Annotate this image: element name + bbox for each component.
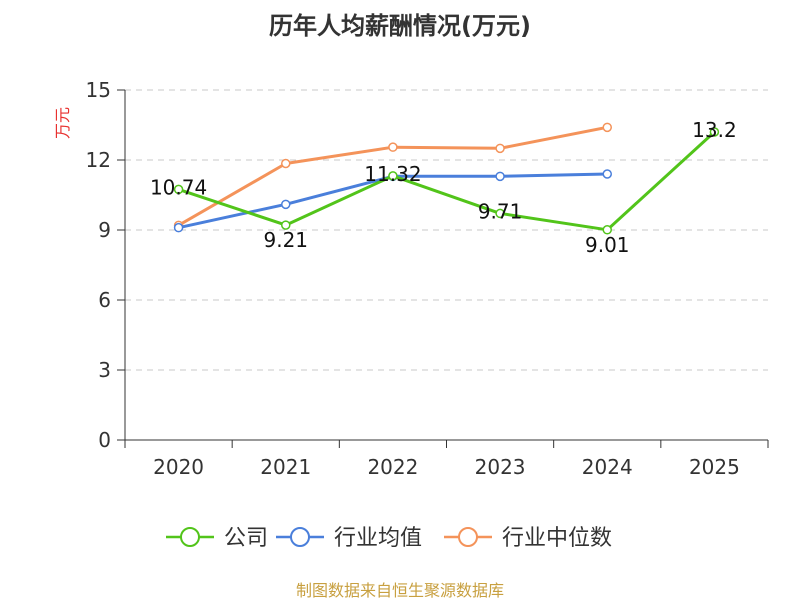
series-point-1: [495, 208, 505, 219]
x-tick-label: 2021: [260, 455, 311, 479]
y-tick-label: 0: [98, 428, 111, 452]
legend-label-2: 行业均值: [334, 526, 422, 551]
y-tick-label: 12: [86, 148, 111, 172]
x-tick-label: 2024: [582, 455, 633, 479]
legend-label-3: 行业中位数: [502, 526, 612, 551]
data-label: 9.01: [585, 233, 630, 257]
series-point-1: [173, 184, 184, 195]
data-label: 9.71: [478, 199, 523, 223]
series-point-2: [281, 199, 291, 210]
series-layer: [173, 122, 720, 235]
axis-layer: 0 3 6 9 12 15 2020 2021 2022 2023 2024 2025: [86, 78, 769, 479]
series-point-1: [602, 225, 612, 235]
data-label: 10.74: [150, 175, 207, 199]
series-point-3: [602, 122, 612, 133]
x-tick-label: 2020: [153, 455, 204, 479]
data-label: 11.32: [364, 162, 421, 186]
source-note: 制图数据来自恒生聚源数据库: [296, 581, 504, 600]
series-point-2: [173, 222, 184, 233]
x-tick-label: 2023: [475, 455, 526, 479]
y-axis-unit: 万元: [53, 107, 72, 139]
y-tick-label: 6: [98, 288, 111, 312]
y-tick-label: 15: [86, 78, 111, 102]
series-point-2: [495, 171, 505, 182]
series-point-1: [388, 171, 398, 181]
series-point-3: [495, 143, 505, 154]
y-tick-label: 9: [98, 218, 111, 242]
series-point-2: [602, 169, 612, 179]
series-point-1: [281, 220, 291, 230]
series-point-3: [281, 158, 291, 169]
legend: 公司 行业均值 行业中位数: [166, 526, 612, 551]
data-label-layer: 10.74 9.21 11.32 9.71 9.01 13.2: [150, 118, 737, 257]
x-tick-label: 2025: [689, 455, 740, 479]
grid-layer: [125, 89, 768, 371]
data-label: 9.21: [263, 228, 308, 252]
data-label: 13.2: [692, 118, 737, 142]
legend-marker-3: [458, 527, 478, 547]
series-line-1: [178, 130, 716, 232]
series-point-1: [709, 127, 720, 137]
legend-label-1: 公司: [224, 526, 268, 551]
legend-marker-2: [290, 527, 310, 547]
chart-title: 历年人均薪酬情况(万元): [269, 12, 531, 40]
legend-marker-1: [180, 527, 200, 547]
series-point-3: [388, 142, 398, 152]
x-tick-label: 2022: [367, 455, 418, 479]
y-tick-label: 3: [98, 358, 111, 382]
